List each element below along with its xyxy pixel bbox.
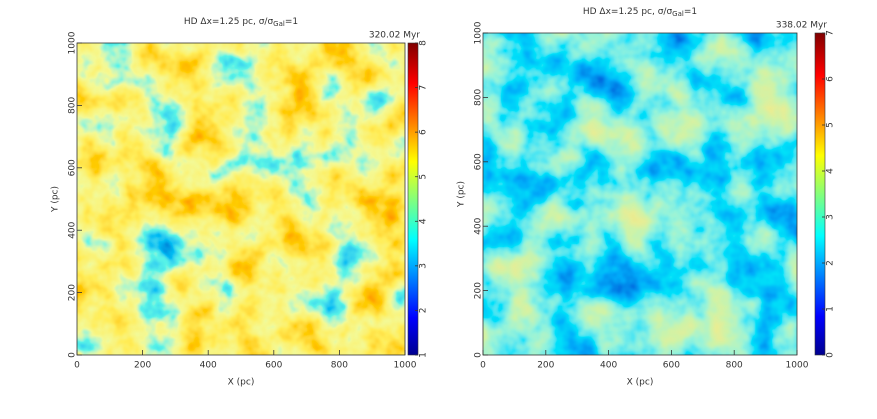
y-tick-label: 600 (474, 153, 484, 170)
colorbar-tick-label: 1 (826, 306, 836, 312)
colorbar (814, 32, 826, 356)
x-tick-label: 200 (134, 361, 151, 371)
x-tick-label: 600 (663, 361, 680, 371)
colorbar-tick-label: 5 (419, 174, 429, 180)
title-text: HD Δx=1.25 pc, σ/σ (184, 17, 274, 27)
x-tick-label: 200 (537, 361, 554, 371)
x-tick-label: 0 (74, 361, 80, 371)
title-end: =1 (684, 7, 697, 17)
panel-title: HD Δx=1.25 pc, σ/σGal=1 (184, 17, 298, 29)
map-image (77, 43, 405, 355)
title-text: HD Δx=1.25 pc, σ/σ (583, 7, 673, 17)
y-tick-label: 0 (474, 352, 484, 358)
colorbar-tick-label: 5 (826, 122, 836, 128)
plot-frame (482, 32, 798, 356)
y-tick-label: 1000 (474, 21, 484, 44)
x-tick-label: 800 (331, 361, 348, 371)
y-tick-label: 400 (474, 217, 484, 234)
x-tick-label: 400 (200, 361, 217, 371)
x-tick-label: 0 (480, 361, 486, 371)
colorbar-tick-label: 2 (419, 308, 429, 314)
title-end: =1 (285, 17, 298, 27)
y-tick-label: 800 (474, 89, 484, 106)
x-axis-label: X (pc) (627, 378, 654, 388)
colorbar (407, 42, 419, 356)
colorbar-tick-label: 6 (826, 76, 836, 82)
colorbar-tick-label: 6 (419, 129, 429, 135)
plot-frame (76, 42, 406, 356)
x-tick-label: 1000 (786, 361, 809, 371)
y-tick-label: 800 (68, 97, 78, 114)
x-tick-label: 400 (600, 361, 617, 371)
title-subscript: Gal (273, 20, 285, 28)
colorbar-tick-label: 3 (826, 214, 836, 220)
y-tick-label: 1000 (68, 31, 78, 54)
y-tick-label: 400 (68, 221, 78, 238)
colorbar-tick-label: 7 (419, 85, 429, 91)
x-tick-label: 600 (265, 361, 282, 371)
colorbar-tick-label: 4 (826, 168, 836, 174)
map-image (483, 33, 797, 355)
colorbar-tick-label: 7 (826, 30, 836, 36)
y-tick-label: 0 (68, 352, 78, 358)
x-tick-label: 1000 (394, 361, 417, 371)
time-label: 338.02 Myr (776, 21, 827, 31)
title-subscript: Gal (672, 10, 684, 18)
y-tick-label: 200 (68, 284, 78, 301)
colorbar-tick-label: 8 (419, 40, 429, 46)
x-axis-label: X (pc) (228, 378, 255, 388)
colorbar-tick-label: 3 (419, 263, 429, 269)
colorbar-tick-label: 2 (826, 260, 836, 266)
y-tick-label: 600 (68, 159, 78, 176)
colorbar-tick-label: 0 (826, 352, 836, 358)
x-tick-label: 800 (726, 361, 743, 371)
y-axis-label: Y (pc) (457, 181, 467, 208)
y-axis-label: Y (pc) (51, 186, 61, 213)
colorbar-tick-label: 1 (419, 352, 429, 358)
panel-title: HD Δx=1.25 pc, σ/σGal=1 (583, 7, 697, 19)
y-tick-label: 200 (474, 282, 484, 299)
colorbar-tick-label: 4 (419, 218, 429, 224)
time-label: 320.02 Myr (369, 31, 420, 41)
